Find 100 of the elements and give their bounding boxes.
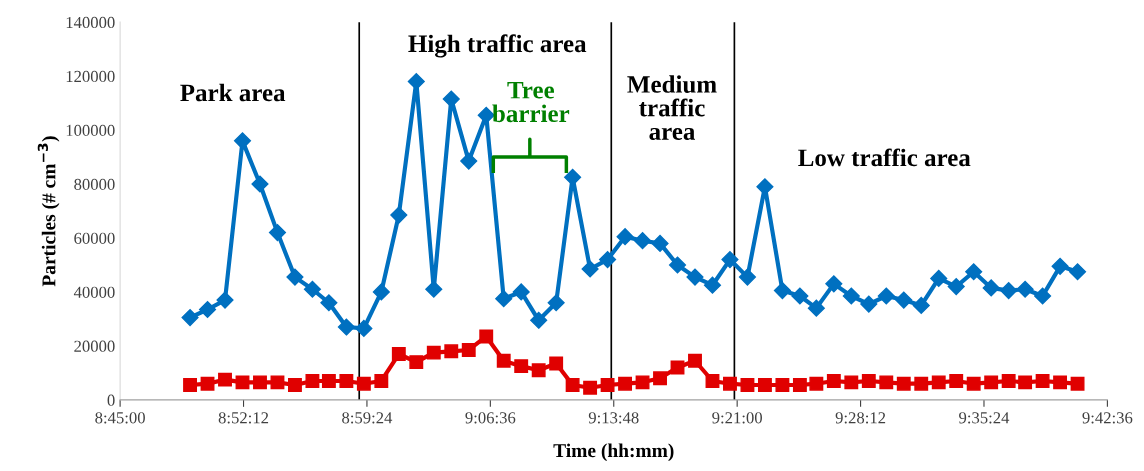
y-tick-label: 60000	[74, 232, 115, 244]
point	[442, 90, 460, 108]
point	[965, 263, 983, 281]
point	[686, 268, 704, 286]
point	[531, 363, 546, 378]
x-tick-label: 8:52:12	[218, 412, 269, 424]
point	[514, 359, 529, 374]
point	[391, 347, 406, 361]
point	[372, 283, 390, 301]
point	[616, 228, 634, 246]
x-tick-label: 9:28:12	[835, 412, 886, 424]
point	[1034, 287, 1052, 305]
point	[826, 374, 841, 388]
point	[618, 376, 633, 391]
point	[288, 378, 302, 392]
point	[773, 282, 791, 300]
point	[635, 375, 650, 390]
point	[738, 268, 757, 286]
point	[947, 278, 965, 296]
point	[809, 376, 824, 391]
point	[339, 374, 354, 388]
point	[268, 224, 287, 242]
point	[305, 374, 320, 388]
annotation: Park area	[180, 83, 286, 102]
point	[842, 287, 860, 305]
point	[895, 291, 913, 309]
point	[633, 232, 652, 250]
point	[547, 294, 565, 312]
x-tick-label: 8:59:24	[342, 412, 393, 424]
x-tick-label: 9:13:48	[588, 412, 639, 424]
point	[668, 256, 687, 274]
point	[1016, 280, 1034, 298]
point	[495, 290, 513, 308]
point	[512, 283, 530, 301]
point	[530, 311, 548, 329]
x-tick-label: 8:45:00	[95, 412, 145, 424]
point	[877, 287, 895, 305]
point	[1070, 376, 1085, 391]
point	[216, 291, 234, 309]
y-tick-label: 120000	[66, 70, 115, 83]
point	[183, 378, 197, 392]
point	[912, 296, 930, 314]
point	[791, 287, 809, 305]
point	[461, 343, 476, 357]
point	[723, 376, 737, 391]
point	[356, 376, 371, 391]
point	[251, 175, 269, 193]
point	[286, 268, 304, 286]
point	[564, 168, 582, 186]
point	[966, 376, 981, 391]
point	[600, 378, 615, 392]
point	[198, 300, 217, 319]
point	[703, 276, 722, 294]
point	[181, 309, 199, 327]
annotation: Medium traffic area	[627, 75, 717, 140]
point	[705, 374, 720, 388]
point	[844, 375, 859, 390]
point	[861, 374, 876, 388]
point	[825, 275, 843, 293]
point	[982, 279, 1000, 297]
annotation: Low traffic area	[798, 148, 971, 167]
point	[792, 378, 807, 392]
y-tick-label: 0	[107, 394, 115, 406]
point	[860, 295, 878, 313]
point	[930, 269, 948, 288]
point	[757, 378, 772, 392]
point	[688, 353, 702, 368]
point	[1018, 375, 1033, 390]
point	[444, 344, 459, 359]
point	[1069, 263, 1087, 281]
point	[320, 294, 338, 312]
point	[1035, 374, 1050, 388]
annotation: High traffic area	[408, 34, 587, 58]
x-tick-label: 9:06:36	[465, 412, 516, 424]
point	[218, 372, 232, 387]
point	[807, 299, 825, 317]
y-tick-label: 20000	[74, 340, 115, 352]
y-axis-title: Particles (# cm$^{−3}$)	[37, 136, 60, 287]
point	[235, 375, 250, 390]
point	[1053, 375, 1068, 390]
point	[721, 251, 739, 269]
point	[565, 378, 580, 392]
point	[581, 260, 599, 278]
point	[896, 376, 911, 391]
point	[390, 206, 408, 224]
point	[599, 251, 617, 269]
point	[949, 374, 964, 388]
point	[1000, 282, 1018, 300]
point	[740, 378, 755, 392]
point	[879, 375, 894, 390]
point	[984, 375, 999, 390]
point	[653, 371, 667, 386]
point	[409, 355, 424, 370]
y-tick-label: 100000	[66, 124, 115, 137]
point	[337, 318, 355, 336]
point	[775, 378, 790, 392]
point	[200, 376, 215, 391]
x-tick-label: 9:21:00	[712, 412, 762, 424]
point	[496, 353, 511, 368]
point	[651, 234, 669, 252]
